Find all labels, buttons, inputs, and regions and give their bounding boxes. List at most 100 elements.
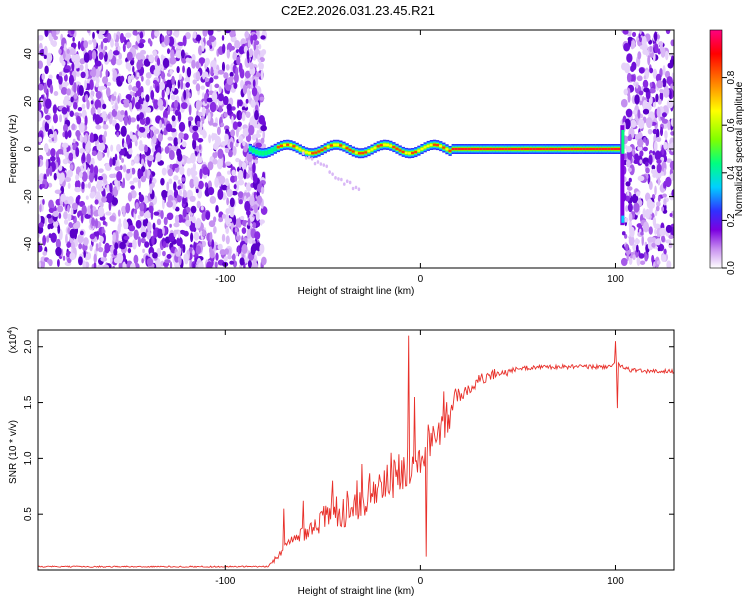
spectrogram-speckle <box>39 204 42 213</box>
spectrogram-speckle <box>647 238 651 243</box>
spectrogram-speckle <box>139 97 144 106</box>
spectrogram-speckle <box>105 69 109 78</box>
spectrogram-speckle <box>201 41 205 52</box>
spectrogram-speckle <box>115 58 123 66</box>
spectrogram-speckle <box>69 228 76 239</box>
spectrogram-speckle <box>627 150 633 161</box>
spectrogram-speckle <box>150 90 155 100</box>
spectrogram-speckle <box>184 77 190 82</box>
spectrogram-speckle <box>102 264 110 268</box>
spectrogram-speckle <box>655 238 661 246</box>
spectrogram-speckle <box>214 83 220 89</box>
spectrogram-speckle <box>155 85 160 94</box>
spectrogram-speckle <box>171 115 176 122</box>
spectrogram-speckle <box>204 182 208 188</box>
spectrogram-speckle <box>102 124 109 130</box>
spectrogram-speckle <box>63 145 67 156</box>
spectrogram-speckle <box>139 209 145 217</box>
spectrogram-speckle <box>650 168 657 175</box>
spectrogram-speckle <box>141 258 144 264</box>
spectrogram-speckle <box>260 35 266 40</box>
spectrogram-speckle <box>662 193 667 198</box>
spectrogram-speckle <box>38 83 44 91</box>
spectrogram-speckle <box>659 41 663 53</box>
spectrogram-speckle <box>81 103 86 110</box>
spectrogram-speckle <box>644 253 648 262</box>
spectrogram-speckle <box>60 193 67 202</box>
spectrogram-speckle <box>75 130 81 138</box>
spectrogram-speckle <box>634 134 640 141</box>
signal-cell-core <box>467 147 471 151</box>
spectrogram-speckle <box>113 32 117 41</box>
spectrogram-speckle <box>628 256 633 265</box>
spectrogram-speckle <box>245 257 249 263</box>
spectrogram-speckle <box>162 226 165 235</box>
spectrogram-speckle <box>46 166 50 177</box>
spectrogram-speckle <box>86 153 91 164</box>
spectrogram-speckle <box>656 136 662 142</box>
spectrogram-speckle <box>140 175 147 183</box>
spectrogram-speckle <box>225 161 232 166</box>
spectrogram-speckle <box>225 178 229 187</box>
spectrogram-speckle <box>639 260 646 265</box>
spectrogram-speckle <box>233 215 237 226</box>
signal-cell-core <box>292 145 296 148</box>
spectrogram-speckle <box>84 79 87 90</box>
spectrogram-speckle <box>177 185 182 190</box>
spectrogram-speckle <box>165 123 173 132</box>
signal-cell-core <box>451 147 455 151</box>
spectrogram-speckle <box>645 167 650 174</box>
signal-cell-core <box>464 147 468 151</box>
signal-cell-core <box>613 147 618 151</box>
spectrogram-speckle <box>89 233 96 240</box>
spectrogram-speckle <box>252 258 257 264</box>
spectrogram-speckle <box>122 164 127 173</box>
spectrogram-speckle <box>185 219 191 227</box>
signal-cell-core <box>354 151 359 154</box>
spectrogram-speckle <box>106 184 110 193</box>
spectrogram-speckle <box>137 236 142 248</box>
spectrogram-speckle <box>624 62 631 74</box>
spectrogram-speckle <box>652 68 658 79</box>
signal-cell-core <box>426 144 430 148</box>
spectrogram-speckle <box>48 233 52 238</box>
spectrogram-speckle <box>620 98 628 108</box>
spectrogram-speckle <box>167 136 173 141</box>
spectrogram-speckle <box>643 137 647 143</box>
spectrogram-speckle <box>99 236 104 243</box>
signal-cell-core <box>301 149 306 153</box>
spectrogram-speckle <box>79 148 86 154</box>
spectrogram-speckle <box>656 106 661 118</box>
snr-x-label: Height of straight line (km) <box>298 586 415 597</box>
spectrogram-speckle <box>231 169 236 176</box>
spectrogram-speckle <box>155 261 161 268</box>
spectrogram-speckle <box>46 88 49 99</box>
spectrogram-speckle <box>628 177 632 183</box>
spectrogram-speckle <box>66 241 71 248</box>
spectrogram-speckle <box>639 45 644 50</box>
spectrogram-speckle <box>132 177 139 183</box>
spectrogram-speckle <box>657 98 662 105</box>
spectrogram-speckle <box>259 96 265 101</box>
spectrogram-speckle <box>130 161 134 166</box>
spectrogram-speckle <box>121 182 124 189</box>
spectrogram-speckle <box>85 183 88 189</box>
spectrogram-speckle <box>169 57 177 65</box>
spectrogram-speckle <box>43 82 47 94</box>
spectrogram-speckle <box>97 107 101 114</box>
spectrogram-speckle <box>259 219 265 224</box>
spectrogram-speckle <box>160 177 165 186</box>
spectrogram-speckle <box>652 150 656 156</box>
spectrogram-speckle <box>112 265 115 268</box>
spectrogram-speckle <box>206 97 213 103</box>
spectrogram-x-label: Height of straight line (km) <box>298 286 415 297</box>
spectrogram-speckle <box>238 46 245 55</box>
spectrogram-speckle <box>76 116 82 125</box>
spectrogram-speckle <box>38 156 41 167</box>
snr-x-tick-label: 100 <box>607 576 624 587</box>
spectrogram-speckle <box>156 218 162 226</box>
spectrogram-speckle <box>196 122 201 128</box>
spectrogram-speckle <box>53 130 58 142</box>
spectrogram-speckle <box>61 107 68 115</box>
